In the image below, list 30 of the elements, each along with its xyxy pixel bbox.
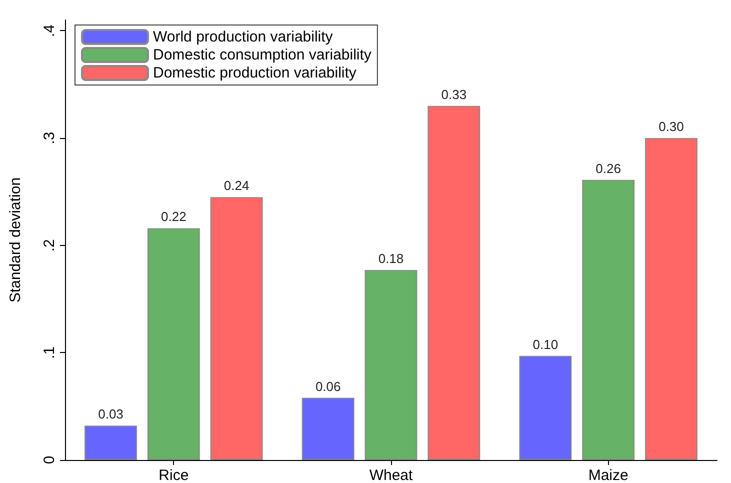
bar [428, 106, 480, 460]
bar [582, 180, 635, 460]
data-label: 0.06 [315, 378, 341, 394]
bar [302, 398, 354, 460]
y-tick-label: .2 [41, 239, 58, 252]
bar [519, 356, 572, 460]
data-label: 0.03 [98, 406, 124, 422]
x-tick-label: Maize [588, 467, 628, 483]
data-label: 0.33 [441, 86, 467, 102]
y-axis-title: Standard deviation [7, 177, 24, 303]
bar [84, 426, 137, 460]
bar [364, 270, 418, 460]
bar [147, 228, 200, 460]
y-tick-label: 0 [41, 456, 58, 464]
legend-label: World production variability [153, 28, 334, 46]
data-label: 0.30 [658, 119, 684, 134]
y-tick-label: .4 [41, 24, 58, 37]
bar [645, 138, 698, 460]
y-tick-label: .1 [41, 346, 58, 359]
legend-label: Domestic consumption variability [153, 46, 372, 64]
data-label: 0.22 [161, 209, 186, 224]
x-tick-label: Wheat [369, 467, 414, 483]
data-label: 0.18 [378, 251, 404, 266]
bar [210, 197, 263, 460]
y-tick-label: .3 [41, 132, 58, 144]
data-label: 0.24 [224, 178, 250, 194]
x-tick-label: Rice [158, 467, 189, 483]
data-label: 0.26 [596, 160, 621, 176]
data-label: 0.10 [532, 336, 558, 352]
legend-label: Domestic production variability [153, 64, 357, 82]
